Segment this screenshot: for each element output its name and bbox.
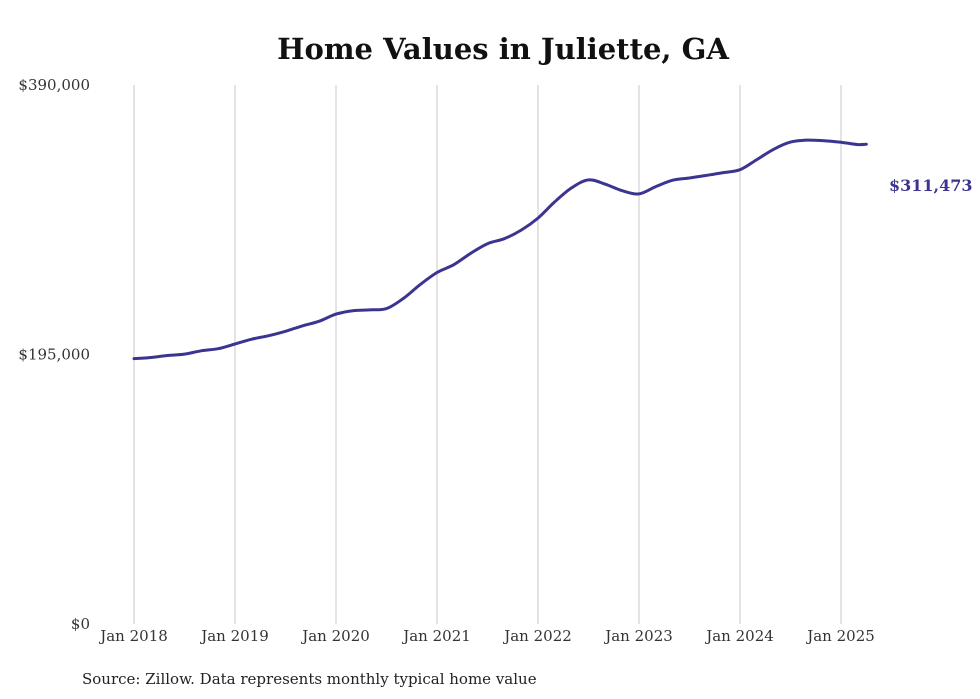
x-tick-label: Jan 2023 bbox=[603, 627, 673, 645]
x-tick-label: Jan 2018 bbox=[98, 627, 168, 645]
gridlines bbox=[133, 85, 842, 624]
y-axis: $0 $195,000 $390,000 bbox=[18, 76, 90, 633]
y-tick-label: $390,000 bbox=[18, 76, 90, 94]
x-tick-label: Jan 2020 bbox=[300, 627, 370, 645]
x-tick-label: Jan 2024 bbox=[704, 627, 774, 645]
end-value-label: $311,473 bbox=[889, 176, 973, 195]
chart-title: Home Values in Juliette, GA bbox=[277, 32, 729, 66]
series-line bbox=[132, 138, 868, 361]
x-tick-label: Jan 2021 bbox=[401, 627, 471, 645]
y-tick-label: $195,000 bbox=[18, 346, 90, 364]
x-axis: Jan 2018 Jan 2019 Jan 2020 Jan 2021 Jan 2022… bbox=[98, 627, 875, 645]
x-tick-label: Jan 2025 bbox=[805, 627, 875, 645]
source-note: Source: Zillow. Data represents monthly … bbox=[82, 670, 537, 688]
x-tick-label: Jan 2019 bbox=[199, 627, 269, 645]
y-tick-label: $0 bbox=[71, 615, 90, 633]
x-tick-label: Jan 2022 bbox=[502, 627, 572, 645]
